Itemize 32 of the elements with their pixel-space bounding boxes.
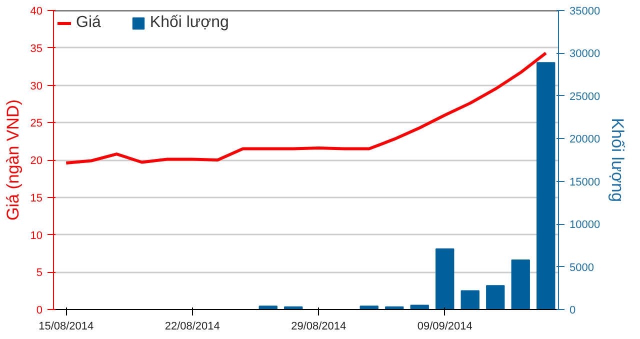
y2-axis-title: Khối lượng: [608, 118, 628, 202]
y-tick-label: 15: [30, 192, 43, 204]
y-tick-label: 20: [30, 155, 43, 167]
bar: [536, 62, 556, 310]
y2-tick-label: 25000: [570, 90, 600, 103]
y2-tick-label: 0: [570, 304, 576, 316]
x-tick-label: 15/08/2014: [38, 320, 94, 332]
x-tick-label: 29/08/2014: [291, 320, 346, 332]
bar: [511, 259, 530, 310]
y2-tick-label: 5000: [570, 262, 594, 274]
y2-tick-label: 35000: [570, 6, 600, 18]
y-tick-label: 30: [30, 80, 43, 92]
bar: [410, 304, 429, 310]
y2-tick-label: 15000: [570, 176, 600, 188]
bar: [460, 290, 480, 310]
y-tick-label: 40: [30, 6, 43, 18]
y-tick-label: 35: [30, 42, 43, 55]
bar: [486, 285, 505, 310]
y-tick-label: 10: [30, 230, 43, 242]
y-tick-label: 25: [30, 118, 43, 130]
x-tick-label: 22/08/2014: [164, 320, 220, 332]
x-tick-label: 09/09/2014: [417, 320, 472, 332]
y-axis-title: Giá (ngàn VND): [3, 100, 22, 220]
legend-label: Giá: [76, 14, 101, 32]
y-tick-label: 0: [36, 304, 43, 316]
legend-label: Khối lượng: [150, 14, 229, 32]
y2-tick-label: 20000: [570, 134, 600, 146]
y2-tick-label: 30000: [570, 48, 600, 60]
bar: [436, 248, 454, 310]
y-tick-label: 5: [36, 267, 43, 280]
line-series: [64, 52, 548, 164]
y2-tick-label: 10000: [570, 219, 600, 232]
